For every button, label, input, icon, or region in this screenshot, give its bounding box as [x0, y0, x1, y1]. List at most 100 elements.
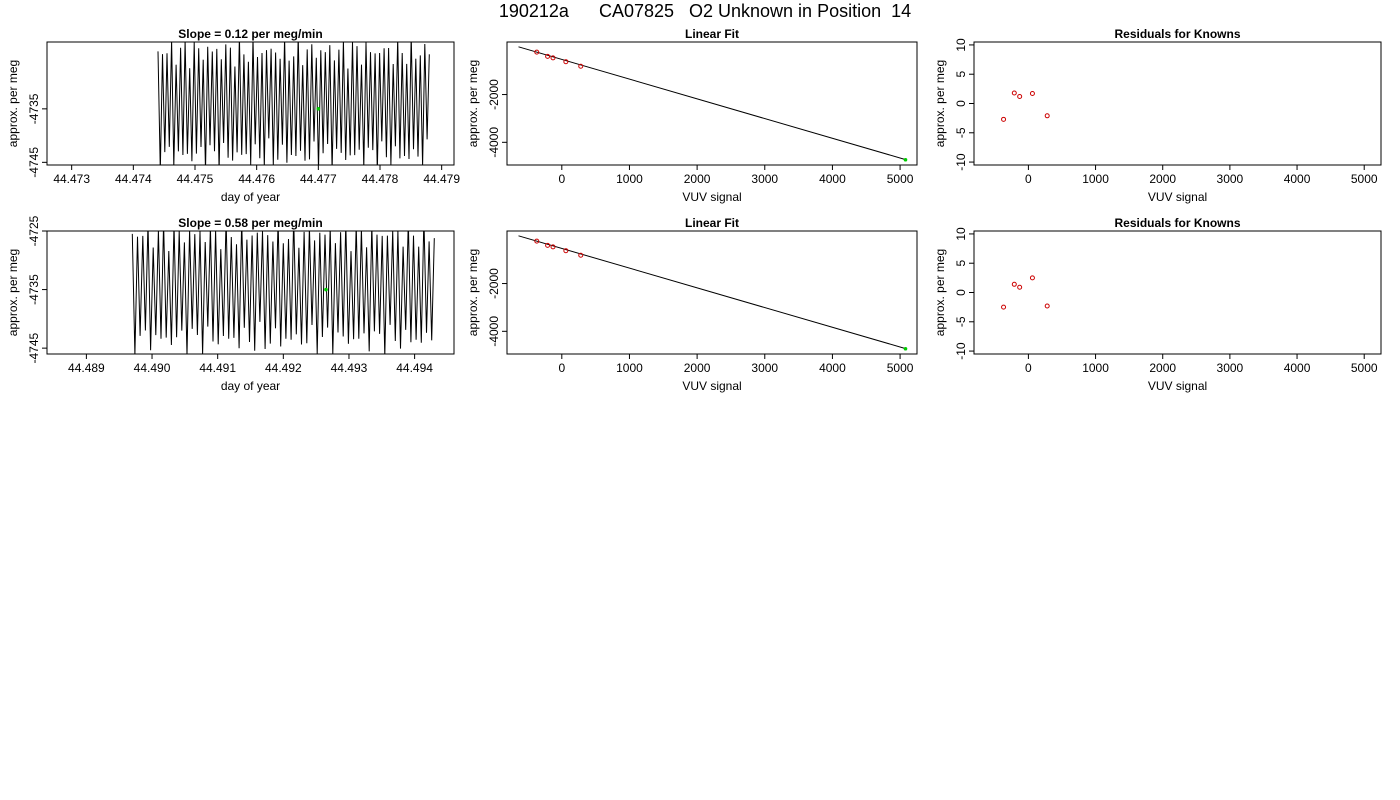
highlight-point [324, 287, 328, 292]
data-point [534, 238, 540, 244]
plot-area [131, 231, 435, 354]
x-tick-label: 2000 [1149, 172, 1176, 186]
data-point [1044, 303, 1050, 309]
fit-line [518, 235, 907, 350]
x-tick-label: 3000 [1217, 172, 1244, 186]
x-axis-label: VUV signal [682, 190, 741, 204]
unknown-point [903, 157, 908, 162]
y-axis-label: approx. per meg [6, 249, 20, 336]
fit-line [518, 46, 907, 161]
chart-title: Slope = 0.12 per meg/min [178, 27, 322, 41]
plot-frame [973, 230, 1382, 355]
x-tick-label: 44.478 [362, 172, 399, 186]
y-axis-label: approx. per meg [466, 60, 480, 147]
x-tick-label: 0 [558, 361, 565, 375]
y-tick-label: -10 [954, 342, 968, 360]
plot-frame [506, 41, 918, 166]
x-axis-label: day of year [221, 190, 280, 204]
y-tick-label: -4000 [487, 316, 501, 347]
y-tick-label: -4745 [27, 147, 41, 178]
x-tick-label: 4000 [1284, 361, 1311, 375]
x-tick-label: 4000 [1284, 172, 1311, 186]
y-tick-label: -4725 [27, 215, 41, 246]
x-axis-label: VUV signal [1148, 190, 1207, 204]
chart-title: Slope = 0.58 per meg/min [178, 216, 322, 230]
x-tick-label: 44.490 [134, 361, 171, 375]
plot-frame [46, 41, 455, 166]
x-tick-label: 44.494 [396, 361, 433, 375]
x-tick-label: 3000 [751, 172, 778, 186]
data-point [1011, 281, 1017, 287]
x-tick-label: 5000 [1351, 361, 1378, 375]
data-point [550, 244, 556, 250]
data-point [563, 59, 569, 65]
x-tick-label: 44.475 [177, 172, 214, 186]
x-tick-label: 44.491 [199, 361, 236, 375]
x-axis-label: VUV signal [682, 379, 741, 393]
y-tick-label: 5 [954, 260, 968, 267]
data-point [1029, 91, 1035, 97]
data-trace-line [157, 42, 430, 165]
x-axis-label: VUV signal [1148, 379, 1207, 393]
plot-area [518, 46, 908, 162]
x-tick-label: 3000 [751, 361, 778, 375]
plot-area [518, 235, 908, 351]
chart-title: Residuals for Knowns [1114, 216, 1240, 230]
chart-panel-1: Slope = 0.12 per meg/min 44.473 44.474 44.4… [6, 27, 460, 204]
y-tick-label: -4745 [27, 332, 41, 363]
plot-area [1001, 275, 1050, 310]
y-tick-label: -4735 [27, 93, 41, 124]
x-tick-label: 5000 [1351, 172, 1378, 186]
y-tick-label: -5 [954, 127, 968, 138]
y-tick-label: -2000 [487, 268, 501, 299]
plot-frame [973, 41, 1382, 166]
data-point [1011, 90, 1017, 96]
data-point [578, 63, 584, 69]
y-axis-label: approx. per meg [466, 249, 480, 336]
chart-panel-2: Linear Fit 0 1000 2000 3000 4000 5000 -2000 -400… [466, 27, 918, 204]
y-tick-label: -5 [954, 316, 968, 327]
chart-panel-5: Linear Fit 0 1000 2000 3000 4000 5000 -2000 -400… [466, 216, 918, 393]
x-tick-label: 0 [1025, 172, 1032, 186]
chart-panel-3: Residuals for Knowns 0 1000 2000 3000 4000 500… [933, 27, 1382, 204]
x-tick-label: 5000 [887, 172, 914, 186]
y-tick-label: 10 [954, 227, 968, 241]
chart-title: Residuals for Knowns [1114, 27, 1240, 41]
data-point [1044, 113, 1050, 119]
data-point [1029, 275, 1035, 281]
x-tick-label: 2000 [684, 361, 711, 375]
x-tick-label: 1000 [1082, 361, 1109, 375]
y-axis-label: approx. per meg [933, 60, 947, 147]
x-tick-label: 2000 [1149, 361, 1176, 375]
x-tick-label: 0 [1025, 361, 1032, 375]
data-trace-line [131, 231, 435, 354]
x-tick-label: 1000 [616, 172, 643, 186]
data-point [550, 55, 556, 61]
data-point [534, 49, 540, 55]
chart-panel-6: Residuals for Knowns 0 1000 2000 3000 4000 500… [933, 216, 1382, 393]
x-tick-label: 44.477 [300, 172, 337, 186]
y-tick-label: -2000 [487, 79, 501, 110]
chart-title: Linear Fit [685, 27, 739, 41]
y-tick-label: 0 [954, 289, 968, 296]
x-tick-label: 0 [558, 172, 565, 186]
data-point [1017, 93, 1023, 99]
data-point [1001, 304, 1007, 310]
x-tick-label: 3000 [1217, 361, 1244, 375]
x-tick-label: 44.492 [265, 361, 302, 375]
unknown-point [903, 346, 908, 351]
page-title: 190212a CA07825 O2 Unknown in Position 1… [498, 1, 912, 21]
y-tick-label: -10 [954, 153, 968, 171]
y-axis-label: approx. per meg [6, 60, 20, 147]
data-point [1017, 284, 1023, 290]
x-tick-label: 4000 [819, 172, 846, 186]
plot-area [157, 42, 430, 165]
data-point [563, 248, 569, 254]
plot-frame [46, 230, 455, 355]
chart-panel-4: Slope = 0.58 per meg/min 44.489 44.490 44.4… [6, 215, 455, 393]
x-tick-label: 5000 [887, 361, 914, 375]
x-tick-label: 44.479 [423, 172, 460, 186]
x-tick-label: 44.489 [68, 361, 105, 375]
x-tick-label: 2000 [684, 172, 711, 186]
